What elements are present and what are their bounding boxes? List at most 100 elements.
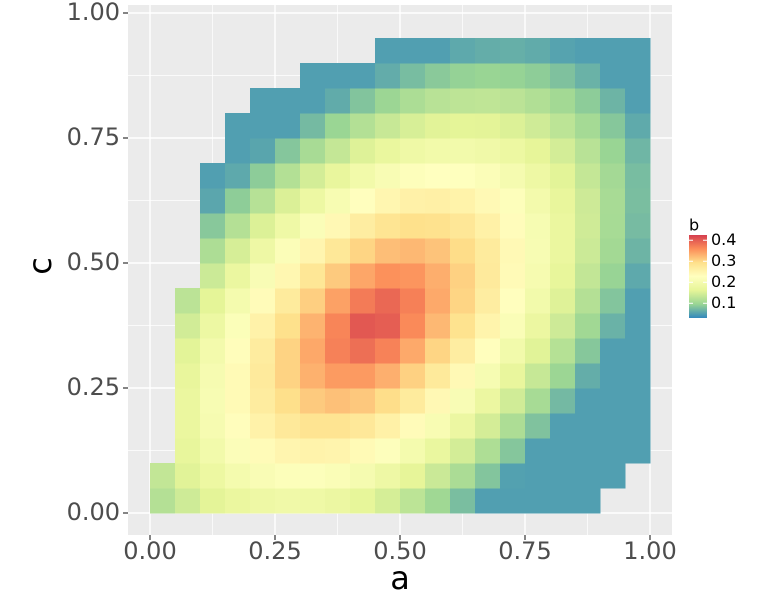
tile	[225, 413, 251, 439]
tile	[175, 288, 201, 314]
tile	[375, 338, 401, 364]
tile	[375, 238, 401, 264]
tile	[625, 113, 651, 139]
tile	[225, 163, 251, 189]
tile	[350, 263, 376, 289]
tile	[325, 463, 351, 489]
tile	[350, 63, 376, 89]
tile	[475, 188, 501, 214]
tile	[425, 188, 451, 214]
tile	[300, 338, 326, 364]
tile	[625, 138, 651, 164]
tile	[225, 388, 251, 414]
tile	[375, 38, 401, 64]
tile	[375, 488, 401, 514]
tile	[525, 338, 551, 364]
tile	[275, 363, 301, 389]
tile	[475, 488, 501, 514]
tile	[450, 263, 476, 289]
tile	[200, 263, 226, 289]
tile	[300, 488, 326, 514]
tile	[575, 163, 601, 189]
tile	[575, 88, 601, 114]
colorbar-tick-label: 0.3	[711, 251, 736, 270]
tile	[575, 363, 601, 389]
tile	[550, 438, 576, 464]
tile	[525, 113, 551, 139]
tile	[250, 213, 276, 239]
tile	[275, 163, 301, 189]
tile	[475, 238, 501, 264]
y-tick-label: 0.25	[67, 373, 120, 401]
tile	[275, 263, 301, 289]
tile	[550, 288, 576, 314]
tile	[450, 388, 476, 414]
tile	[400, 138, 426, 164]
tile	[250, 138, 276, 164]
tile	[625, 38, 651, 64]
tile	[425, 413, 451, 439]
tile	[575, 113, 601, 139]
tile	[625, 313, 651, 339]
tile	[600, 388, 626, 414]
tile	[225, 488, 251, 514]
tile	[475, 63, 501, 89]
x-tick-label: 1.00	[623, 537, 676, 565]
tile	[450, 213, 476, 239]
tile	[150, 488, 176, 514]
tile	[525, 263, 551, 289]
tile	[225, 288, 251, 314]
tile	[200, 288, 226, 314]
tile	[425, 338, 451, 364]
tile	[375, 213, 401, 239]
tile	[450, 338, 476, 364]
tile	[375, 388, 401, 414]
tile	[525, 438, 551, 464]
tile	[450, 413, 476, 439]
tile	[400, 88, 426, 114]
tile	[175, 313, 201, 339]
tile	[500, 413, 526, 439]
tile	[325, 338, 351, 364]
tile	[600, 413, 626, 439]
tile	[325, 363, 351, 389]
tile	[400, 363, 426, 389]
tile	[450, 138, 476, 164]
tile	[550, 388, 576, 414]
tile	[350, 438, 376, 464]
colorbar-tick-label: 0.4	[711, 230, 736, 249]
tile	[575, 63, 601, 89]
tile	[325, 263, 351, 289]
tile	[400, 63, 426, 89]
tile	[600, 163, 626, 189]
tile	[550, 63, 576, 89]
tile	[425, 438, 451, 464]
x-tick-label: 0.25	[248, 537, 301, 565]
tile	[525, 413, 551, 439]
tile	[400, 288, 426, 314]
tile	[500, 63, 526, 89]
tile	[375, 363, 401, 389]
tile	[600, 263, 626, 289]
tile	[400, 213, 426, 239]
tile	[550, 188, 576, 214]
tile	[600, 288, 626, 314]
tile	[350, 188, 376, 214]
tile	[525, 138, 551, 164]
tile	[550, 488, 576, 514]
tile	[575, 413, 601, 439]
tile	[225, 138, 251, 164]
tile	[550, 413, 576, 439]
tile	[200, 213, 226, 239]
tile	[500, 188, 526, 214]
colorbar-tick-label: 0.2	[711, 272, 736, 291]
tile	[500, 288, 526, 314]
tile	[575, 188, 601, 214]
tile	[500, 438, 526, 464]
tile	[225, 313, 251, 339]
tile	[375, 163, 401, 189]
tile	[575, 213, 601, 239]
tile	[350, 163, 376, 189]
tile	[550, 463, 576, 489]
